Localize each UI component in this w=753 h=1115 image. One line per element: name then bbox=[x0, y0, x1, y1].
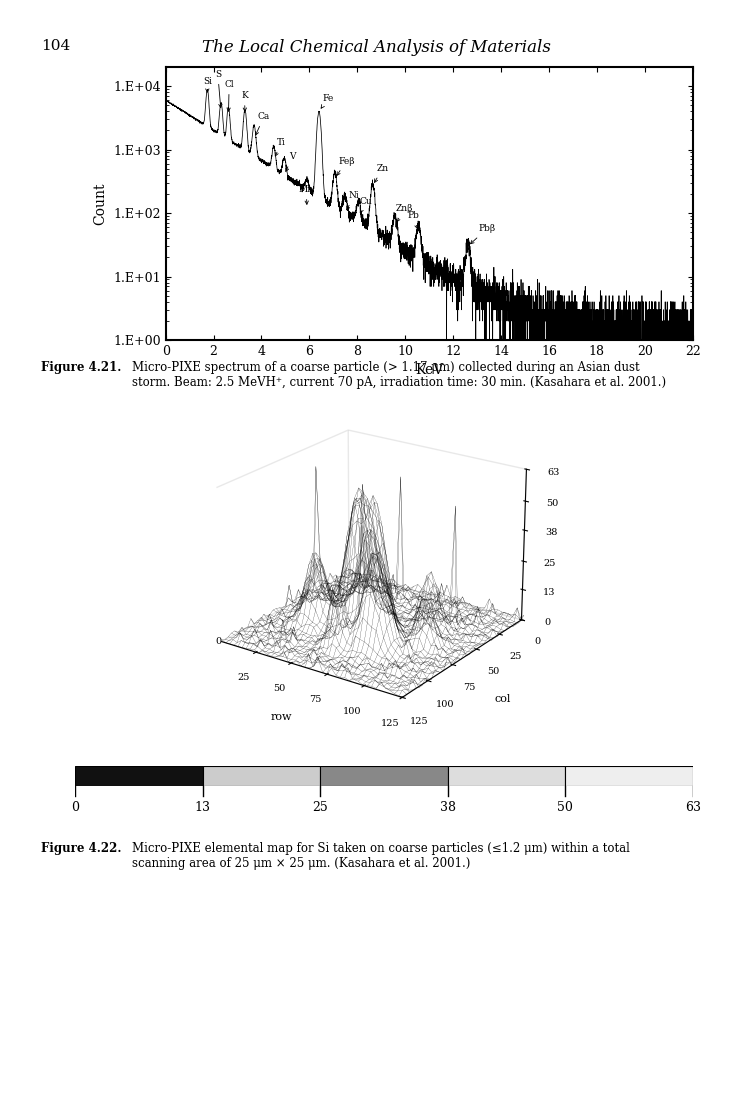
Text: Micro-PIXE elemental map for Si taken on coarse particles (≤1.2 μm) within a tot: Micro-PIXE elemental map for Si taken on… bbox=[132, 842, 630, 870]
Text: 104: 104 bbox=[41, 39, 71, 54]
Text: Ti: Ti bbox=[275, 138, 286, 156]
Text: Pbβ: Pbβ bbox=[471, 224, 495, 244]
Text: Ca: Ca bbox=[255, 113, 270, 135]
Bar bbox=[75, 766, 203, 786]
Text: Micro-PIXE spectrum of a coarse particle (> 1.17 μm) collected during an Asian d: Micro-PIXE spectrum of a coarse particle… bbox=[132, 361, 666, 389]
Text: S: S bbox=[215, 70, 222, 108]
Text: 0: 0 bbox=[72, 802, 79, 814]
Text: Zn: Zn bbox=[374, 164, 389, 183]
Text: Cu: Cu bbox=[360, 197, 373, 213]
Text: Cl: Cl bbox=[224, 80, 234, 112]
Text: Si: Si bbox=[203, 77, 212, 93]
Text: Figure 4.21.: Figure 4.21. bbox=[41, 361, 122, 375]
Y-axis label: col: col bbox=[494, 694, 511, 704]
X-axis label: KeV: KeV bbox=[415, 363, 444, 378]
Text: Figure 4.22.: Figure 4.22. bbox=[41, 842, 122, 855]
Y-axis label: Count: Count bbox=[93, 182, 108, 225]
Bar bbox=[320, 766, 448, 786]
Text: Znβ: Znβ bbox=[395, 204, 413, 222]
Bar bbox=[566, 766, 693, 786]
Text: 50: 50 bbox=[557, 802, 573, 814]
Bar bbox=[203, 766, 320, 786]
Text: 38: 38 bbox=[440, 802, 456, 814]
Text: Feβ: Feβ bbox=[337, 156, 355, 175]
Text: K: K bbox=[241, 91, 248, 112]
Text: Ni: Ni bbox=[346, 191, 360, 210]
Text: Mn: Mn bbox=[299, 185, 314, 204]
Text: 25: 25 bbox=[312, 802, 328, 814]
Text: 13: 13 bbox=[195, 802, 211, 814]
Text: The Local Chemical Analysis of Materials: The Local Chemical Analysis of Materials bbox=[202, 39, 551, 56]
Text: V: V bbox=[285, 153, 295, 172]
Bar bbox=[448, 766, 566, 786]
Text: Pb: Pb bbox=[407, 211, 419, 229]
Text: 63: 63 bbox=[684, 802, 701, 814]
X-axis label: row: row bbox=[271, 711, 292, 721]
Text: Fe: Fe bbox=[321, 94, 334, 108]
